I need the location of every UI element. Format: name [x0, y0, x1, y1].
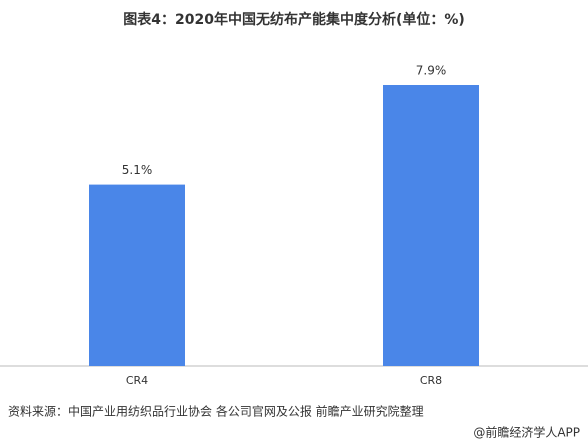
data-label: 7.9% — [416, 64, 447, 78]
chart-title: 图表4：2020年中国无纺布产能集中度分析(单位：%) — [123, 11, 465, 28]
source-note: 资料来源：中国产业用纺织品行业协会 各公司官网及公报 前瞻产业研究院整理 — [8, 404, 424, 419]
x-tick-label: CR8 — [420, 374, 442, 387]
footer: @前瞻经济学人APP — [473, 425, 580, 440]
data-label: 5.1% — [122, 163, 153, 177]
x-tick-label: CR4 — [126, 374, 148, 387]
bar — [383, 85, 479, 366]
bar — [89, 184, 185, 366]
